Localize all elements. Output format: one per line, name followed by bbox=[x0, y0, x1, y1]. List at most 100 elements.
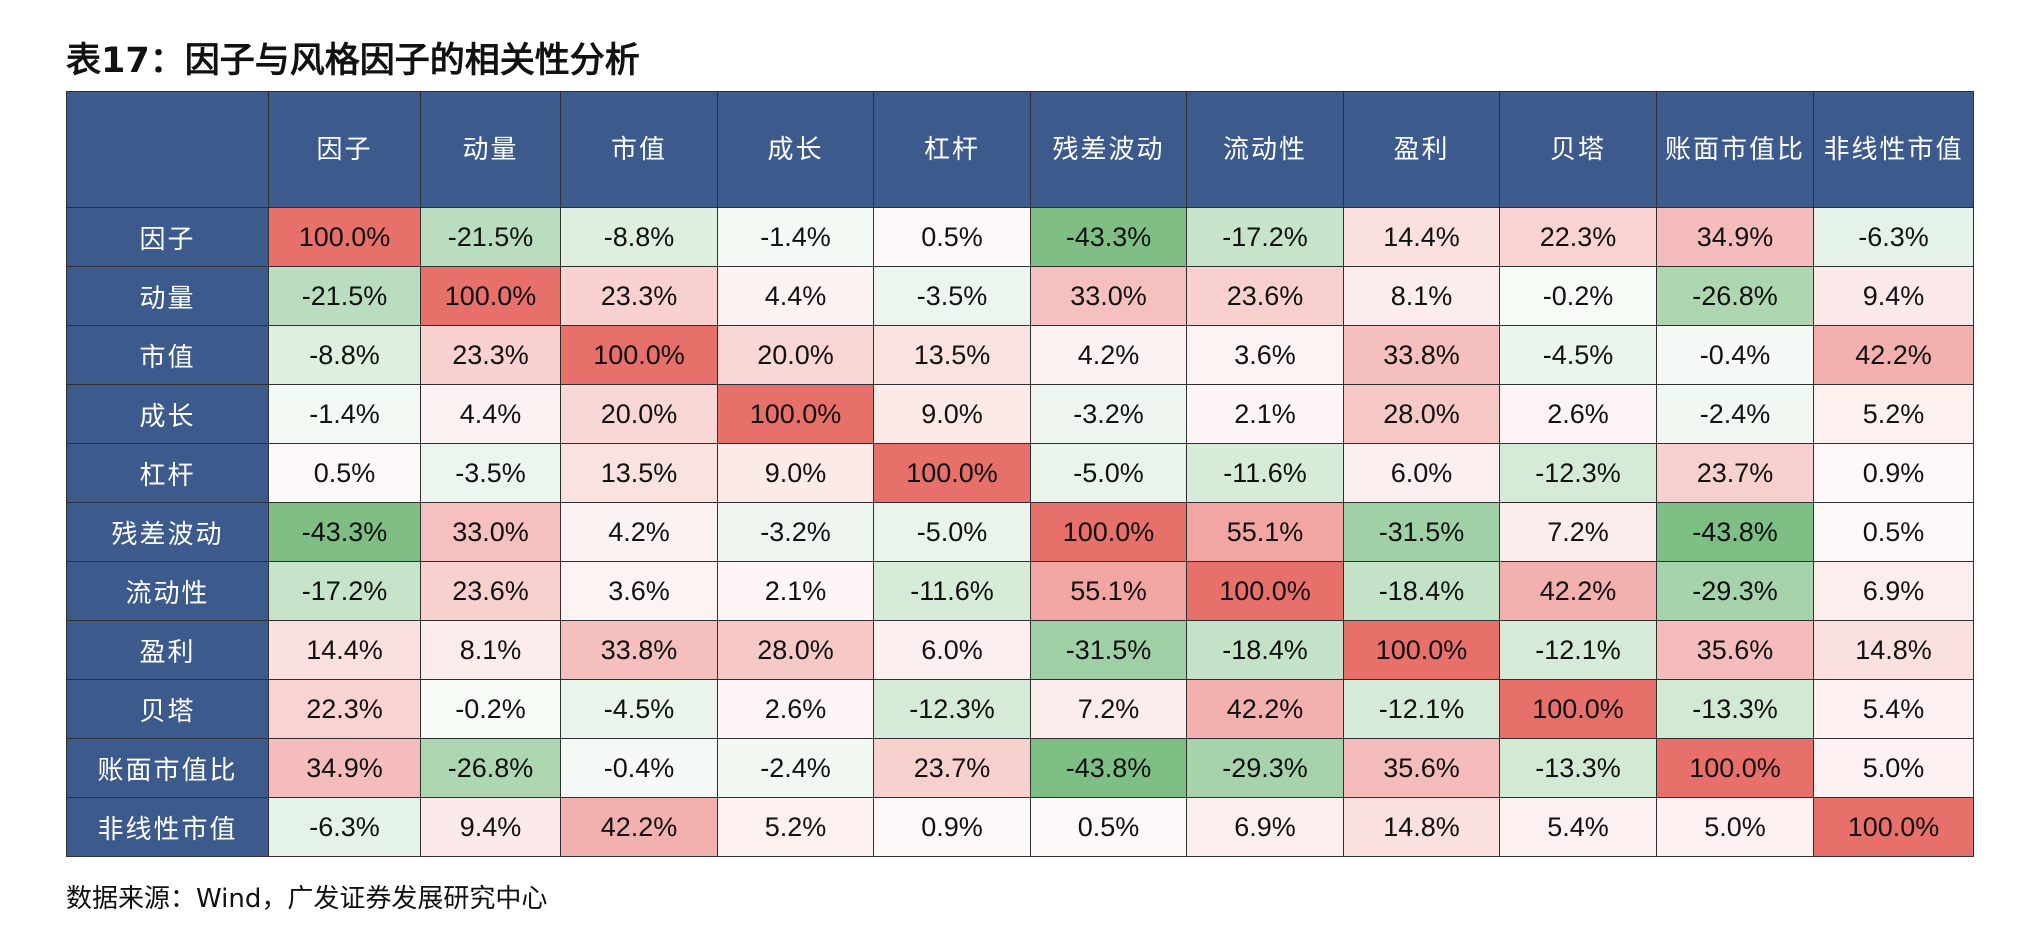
table-cell: 3.6% bbox=[560, 561, 718, 621]
table-cell: 100.0% bbox=[1499, 679, 1657, 739]
column-header: 流动性 bbox=[1186, 91, 1344, 208]
table-cell: -2.4% bbox=[1656, 384, 1814, 444]
table-cell: 6.0% bbox=[1343, 443, 1500, 503]
table-cell: -18.4% bbox=[1186, 620, 1344, 680]
table-cell: 28.0% bbox=[717, 620, 874, 680]
table-row: 非线性市值 -6.3% 9.4% 42.2% 5.2% 0.9% 0.5% 6.9% 14.8%… bbox=[66, 797, 1974, 857]
table-cell: 2.6% bbox=[717, 679, 874, 739]
table-row: 动量 -21.5% 100.0% 23.3% 4.4% -3.5% 33.0% 23.6% 8.… bbox=[66, 266, 1974, 326]
table-cell: 23.6% bbox=[1186, 266, 1344, 326]
table-cell: 55.1% bbox=[1186, 502, 1344, 562]
table-cell: 0.9% bbox=[873, 797, 1031, 857]
table-cell: 100.0% bbox=[560, 325, 718, 385]
table-cell: 6.9% bbox=[1813, 561, 1974, 621]
table-cell: 4.2% bbox=[1030, 325, 1187, 385]
table-cell: 9.0% bbox=[717, 443, 874, 503]
table-cell: -5.0% bbox=[1030, 443, 1187, 503]
table-cell: -43.3% bbox=[1030, 207, 1187, 267]
row-header: 动量 bbox=[66, 266, 269, 326]
column-header: 贝塔 bbox=[1499, 91, 1657, 208]
header-corner-cell bbox=[66, 91, 269, 208]
table-cell: 5.2% bbox=[717, 797, 874, 857]
table-cell: 100.0% bbox=[268, 207, 421, 267]
table-header-row: 因子 动量 市值 成长 杠杆 残差波动 流动性 盈利 贝塔 账面市值比 非线性市值 bbox=[66, 91, 1974, 208]
table-cell: -21.5% bbox=[268, 266, 421, 326]
table-cell: -3.5% bbox=[420, 443, 561, 503]
table-cell: 42.2% bbox=[560, 797, 718, 857]
table-cell: 2.1% bbox=[717, 561, 874, 621]
table-cell: 100.0% bbox=[1030, 502, 1187, 562]
table-row: 账面市值比 34.9% -26.8% -0.4% -2.4% 23.7% -43.8% -29… bbox=[66, 738, 1974, 798]
table-cell: 13.5% bbox=[873, 325, 1031, 385]
table-cell: 4.4% bbox=[420, 384, 561, 444]
column-header: 动量 bbox=[420, 91, 561, 208]
table-cell: -11.6% bbox=[873, 561, 1031, 621]
table-cell: -13.3% bbox=[1499, 738, 1657, 798]
table-cell: -1.4% bbox=[717, 207, 874, 267]
table-cell: 0.5% bbox=[1813, 502, 1974, 562]
table-cell: 100.0% bbox=[717, 384, 874, 444]
table-row: 成长 -1.4% 4.4% 20.0% 100.0% 9.0% -3.2% 2.1% 28.0%… bbox=[66, 384, 1974, 444]
table-cell: 100.0% bbox=[1186, 561, 1344, 621]
table-cell: -43.8% bbox=[1656, 502, 1814, 562]
column-header: 成长 bbox=[717, 91, 874, 208]
table-cell: 23.3% bbox=[420, 325, 561, 385]
table-cell: 4.2% bbox=[560, 502, 718, 562]
table-cell: -8.8% bbox=[268, 325, 421, 385]
table-cell: 100.0% bbox=[1656, 738, 1814, 798]
row-header: 流动性 bbox=[66, 561, 269, 621]
table-row: 残差波动 -43.3% 33.0% 4.2% -3.2% -5.0% 100.0% 55.1%… bbox=[66, 502, 1974, 562]
table-cell: -43.3% bbox=[268, 502, 421, 562]
table-cell: 9.4% bbox=[420, 797, 561, 857]
table-cell: -17.2% bbox=[268, 561, 421, 621]
table-cell: -1.4% bbox=[268, 384, 421, 444]
column-header: 盈利 bbox=[1343, 91, 1500, 208]
table-cell: -3.2% bbox=[1030, 384, 1187, 444]
table-cell: -26.8% bbox=[420, 738, 561, 798]
table-cell: 28.0% bbox=[1343, 384, 1500, 444]
table-cell: -0.2% bbox=[1499, 266, 1657, 326]
table-cell: 5.0% bbox=[1656, 797, 1814, 857]
table-cell: 5.4% bbox=[1499, 797, 1657, 857]
table-row: 杠杆 0.5% -3.5% 13.5% 9.0% 100.0% -5.0% -11.6% 6.0… bbox=[66, 443, 1974, 503]
column-header: 杠杆 bbox=[873, 91, 1031, 208]
table-cell: 0.5% bbox=[1030, 797, 1187, 857]
table-cell: -29.3% bbox=[1186, 738, 1344, 798]
table-cell: 5.2% bbox=[1813, 384, 1974, 444]
column-header: 因子 bbox=[268, 91, 421, 208]
table-cell: -29.3% bbox=[1656, 561, 1814, 621]
table-cell: -6.3% bbox=[1813, 207, 1974, 267]
table-cell: 34.9% bbox=[268, 738, 421, 798]
table-cell: 0.9% bbox=[1813, 443, 1974, 503]
table-cell: -21.5% bbox=[420, 207, 561, 267]
table-cell: 5.0% bbox=[1813, 738, 1974, 798]
table-cell: -6.3% bbox=[268, 797, 421, 857]
column-header: 账面市值比 bbox=[1656, 91, 1814, 208]
column-header: 市值 bbox=[560, 91, 718, 208]
table-cell: 42.2% bbox=[1186, 679, 1344, 739]
table-cell: 14.8% bbox=[1813, 620, 1974, 680]
table-cell: -4.5% bbox=[560, 679, 718, 739]
table-cell: 33.8% bbox=[560, 620, 718, 680]
table-cell: 2.1% bbox=[1186, 384, 1344, 444]
table-cell: 23.7% bbox=[873, 738, 1031, 798]
table-row: 流动性 -17.2% 23.6% 3.6% 2.1% -11.6% 55.1% 100.0% -… bbox=[66, 561, 1974, 621]
table-cell: -12.1% bbox=[1343, 679, 1500, 739]
table-cell: 8.1% bbox=[1343, 266, 1500, 326]
table-cell: 35.6% bbox=[1656, 620, 1814, 680]
row-header: 因子 bbox=[66, 207, 269, 267]
table-cell: -12.3% bbox=[1499, 443, 1657, 503]
table-cell: 0.5% bbox=[873, 207, 1031, 267]
table-cell: 9.4% bbox=[1813, 266, 1974, 326]
table-cell: -3.5% bbox=[873, 266, 1031, 326]
table-cell: -4.5% bbox=[1499, 325, 1657, 385]
table-cell: 100.0% bbox=[873, 443, 1031, 503]
table-cell: -2.4% bbox=[717, 738, 874, 798]
source-note: 数据来源：Wind，广发证券发展研究中心 bbox=[66, 884, 548, 914]
table-cell: 9.0% bbox=[873, 384, 1031, 444]
table-cell: 20.0% bbox=[717, 325, 874, 385]
table-cell: 33.8% bbox=[1343, 325, 1500, 385]
table-cell: -13.3% bbox=[1656, 679, 1814, 739]
table-cell: -43.8% bbox=[1030, 738, 1187, 798]
table-cell: 100.0% bbox=[420, 266, 561, 326]
